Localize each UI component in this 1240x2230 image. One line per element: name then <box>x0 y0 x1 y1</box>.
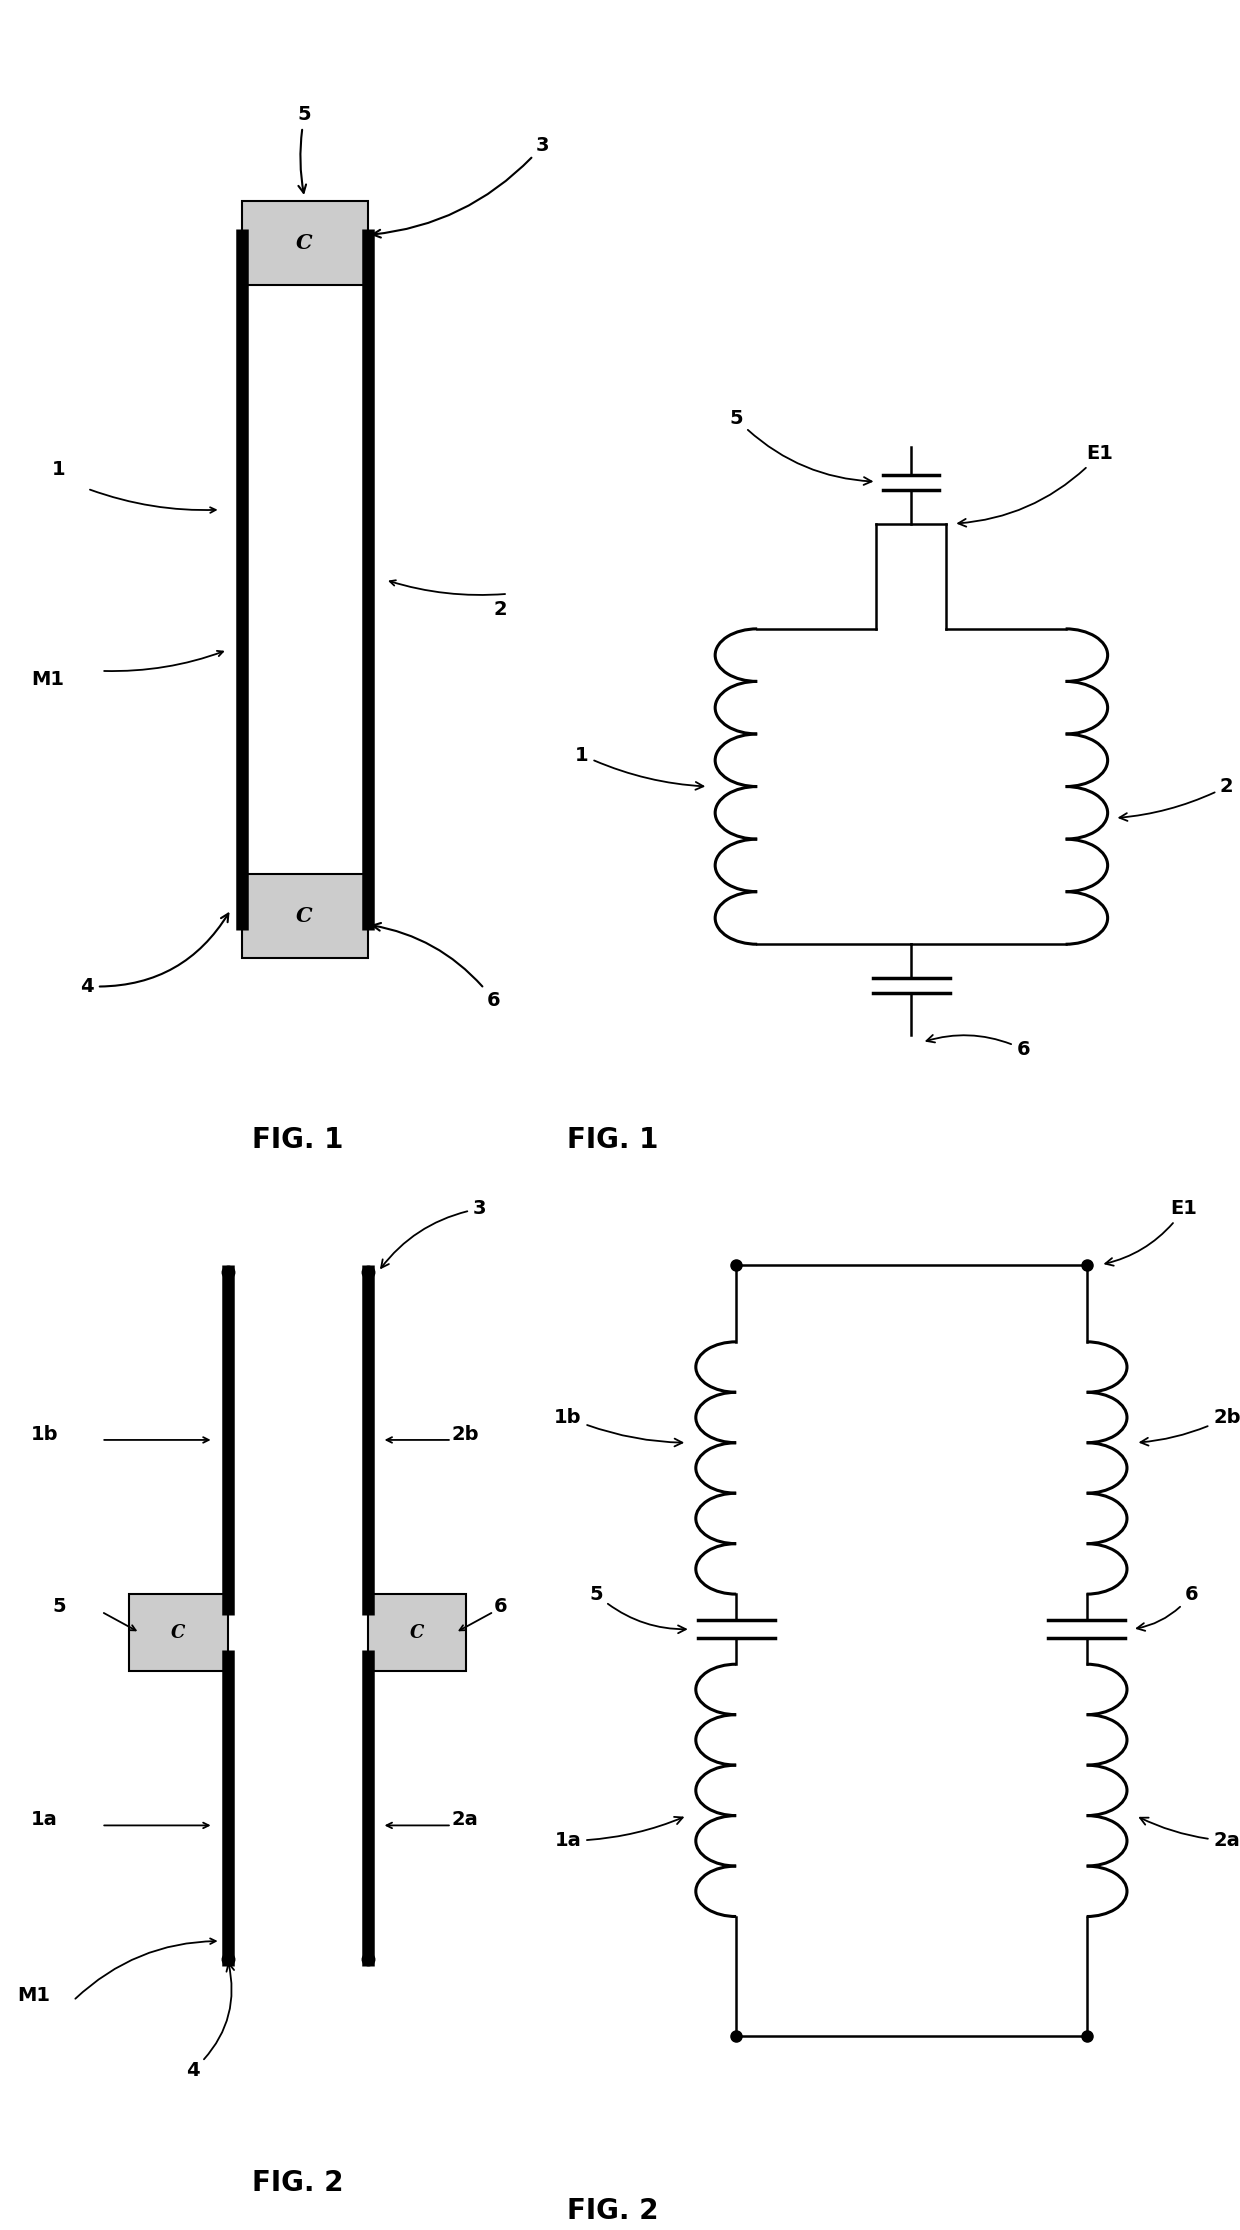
Bar <box>242 201 368 285</box>
Text: FIG. 1: FIG. 1 <box>567 1126 658 1155</box>
Text: E1: E1 <box>1105 1200 1198 1267</box>
Text: 2a: 2a <box>451 1811 479 1829</box>
Text: 3: 3 <box>381 1200 486 1269</box>
Text: 6: 6 <box>494 1597 507 1617</box>
Text: 2b: 2b <box>1141 1407 1240 1445</box>
Text: 6: 6 <box>1137 1586 1199 1630</box>
Text: 1: 1 <box>575 745 703 789</box>
Bar <box>242 874 368 959</box>
Text: C: C <box>409 1623 424 1641</box>
Bar <box>129 1594 227 1670</box>
Text: 5: 5 <box>729 408 872 484</box>
Text: M1: M1 <box>17 1985 51 2005</box>
Text: FIG. 1: FIG. 1 <box>252 1126 343 1155</box>
Text: 4: 4 <box>81 914 228 997</box>
Text: M1: M1 <box>31 669 64 689</box>
Text: FIG. 2: FIG. 2 <box>567 2197 658 2226</box>
Text: 1a: 1a <box>554 1817 683 1851</box>
Text: 2: 2 <box>494 600 507 620</box>
Text: E1: E1 <box>959 444 1114 526</box>
Text: 5: 5 <box>589 1586 686 1632</box>
Text: 1: 1 <box>52 459 66 479</box>
Text: 6: 6 <box>373 923 501 1010</box>
Text: 1b: 1b <box>31 1425 58 1445</box>
Text: 2b: 2b <box>451 1425 480 1445</box>
Text: 1b: 1b <box>554 1407 682 1447</box>
Text: 2: 2 <box>1120 776 1234 821</box>
Text: C: C <box>296 905 312 925</box>
Text: C: C <box>296 234 312 254</box>
Text: 4: 4 <box>186 1962 234 2081</box>
Text: 6: 6 <box>926 1035 1030 1059</box>
Text: 2a: 2a <box>1140 1817 1240 1851</box>
Text: FIG. 2: FIG. 2 <box>252 2168 343 2197</box>
Text: 5: 5 <box>52 1597 66 1617</box>
Text: 5: 5 <box>298 105 311 192</box>
Text: C: C <box>171 1623 186 1641</box>
Text: 1a: 1a <box>31 1811 58 1829</box>
Bar <box>368 1594 466 1670</box>
Text: 3: 3 <box>373 136 549 239</box>
